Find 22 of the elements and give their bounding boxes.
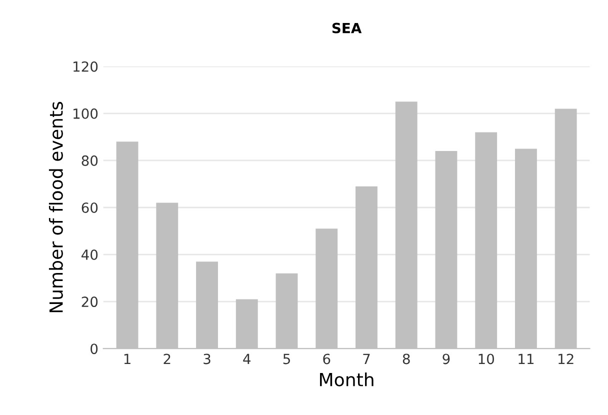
chart-title: SEA <box>332 22 362 34</box>
x-tick-label: 10 <box>478 354 494 364</box>
x-tick-label: 6 <box>323 354 330 364</box>
x-tick-label: 2 <box>164 354 170 364</box>
x-tick-label: 1 <box>124 354 130 364</box>
x-tick-label: 5 <box>283 354 290 364</box>
y-tick-label: 80 <box>82 155 98 166</box>
y-tick-label: 40 <box>82 250 98 260</box>
y-axis-title: Number of flood events <box>48 102 63 312</box>
y-tick-label: 0 <box>90 344 98 354</box>
x-axis-title: Month <box>320 372 374 386</box>
x-tick-label: 8 <box>402 354 410 364</box>
y-tick-label: 60 <box>82 202 98 213</box>
x-tick-label: 11 <box>518 354 534 364</box>
x-tick-label: 4 <box>243 354 251 364</box>
y-tick-label: 100 <box>74 108 98 119</box>
x-tick-label: 3 <box>204 354 210 364</box>
x-tick-label: 7 <box>363 354 370 364</box>
y-tick-label: 120 <box>74 61 98 72</box>
y-tick-label: 20 <box>82 296 98 308</box>
x-tick-label: 12 <box>558 354 574 364</box>
x-tick-label: 9 <box>442 354 450 364</box>
